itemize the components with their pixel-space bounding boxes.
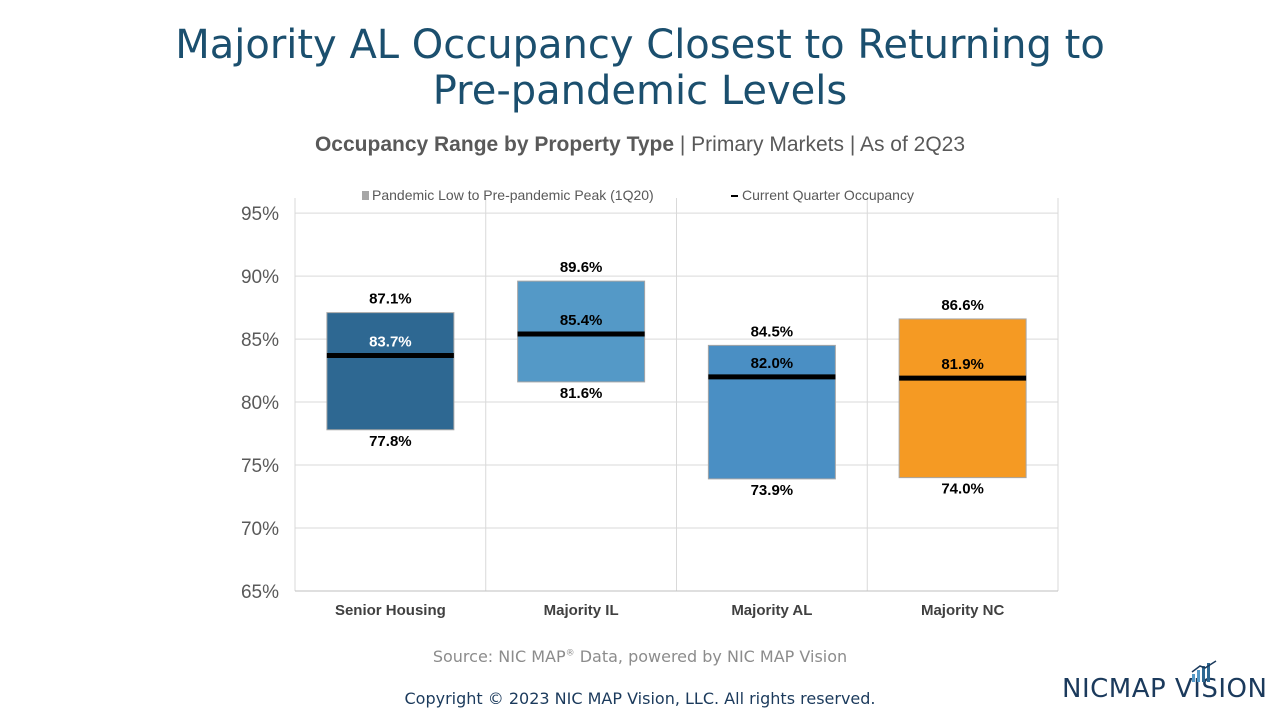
legend-range-label: Pandemic Low to Pre-pandemic Peak (1Q20) <box>372 187 654 203</box>
low-value-label: 73.9% <box>751 482 794 499</box>
title-line-1: Majority AL Occupancy Closest to Returni… <box>175 22 1105 68</box>
legend-range-swatch <box>362 191 369 200</box>
y-tick-label: 95% <box>241 204 279 225</box>
range-bar <box>898 318 1027 479</box>
range-bar <box>517 280 646 383</box>
current-value-label: 85.4% <box>560 312 603 329</box>
y-tick-label: 90% <box>241 267 279 288</box>
page-title: Majority AL Occupancy Closest to Returni… <box>0 22 1280 114</box>
y-tick-label: 85% <box>241 330 279 351</box>
source-prefix: Source: NIC MAP <box>432 647 566 666</box>
low-value-label: 77.8% <box>369 433 412 450</box>
category-label: Majority NC <box>921 602 1005 619</box>
y-tick-label: 75% <box>241 456 279 477</box>
current-value-label: 82.0% <box>751 355 794 372</box>
registered-mark: ® <box>565 648 575 659</box>
range-bar <box>707 344 836 480</box>
chart-subtitle: Occupancy Range by Property Type | Prima… <box>0 133 1280 157</box>
high-value-label: 89.6% <box>560 259 603 276</box>
copyright-notice: Copyright © 2023 NIC MAP Vision, LLC. Al… <box>404 689 876 708</box>
current-value-label: 81.9% <box>941 356 984 373</box>
y-tick-label: 80% <box>241 393 279 414</box>
high-value-label: 87.1% <box>369 291 412 308</box>
legend-marker-label: Current Quarter Occupancy <box>742 187 914 203</box>
low-value-label: 74.0% <box>941 481 984 498</box>
category-label: Majority AL <box>731 602 812 619</box>
y-tick-label: 65% <box>241 582 279 603</box>
logo-text: NICMAP VISION <box>1062 674 1268 704</box>
logo-bars-icon <box>1191 660 1217 682</box>
y-tick-label: 70% <box>241 519 279 540</box>
category-label: Senior Housing <box>335 602 446 619</box>
source-suffix: Data, powered by NIC MAP Vision <box>574 647 848 666</box>
high-value-label: 84.5% <box>751 323 794 340</box>
subtitle-bold: Occupancy Range by Property Type <box>314 133 675 156</box>
source-note: Source: NIC MAP® Data, powered by NIC MA… <box>0 647 1280 666</box>
high-value-label: 86.6% <box>941 297 984 314</box>
current-value-label: 83.7% <box>369 333 412 350</box>
range-bar <box>326 312 455 431</box>
nic-map-vision-logo: NICMAP VISION <box>1062 660 1268 704</box>
low-value-label: 81.6% <box>560 385 603 402</box>
title-line-2: Pre-pandemic Levels <box>432 68 848 114</box>
subtitle-rest: | Primary Markets | As of 2Q23 <box>674 133 966 156</box>
category-label: Majority IL <box>544 602 619 619</box>
